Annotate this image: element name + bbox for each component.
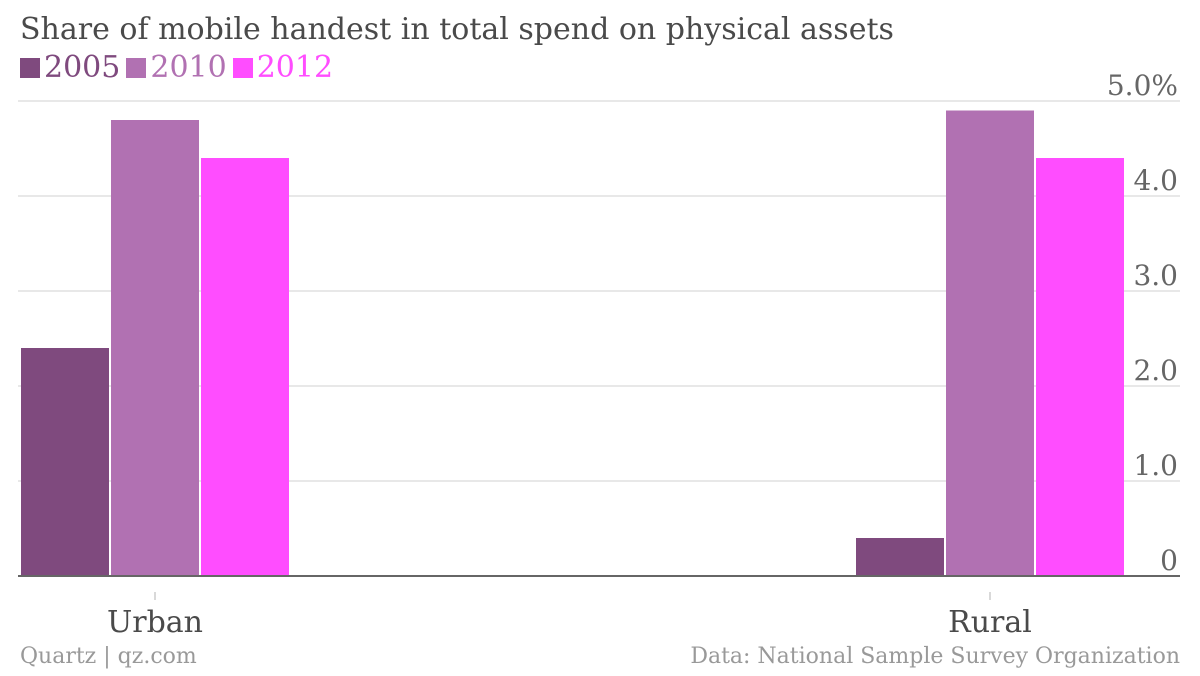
footer-source: Data: National Sample Survey Organizatio…	[690, 644, 1180, 669]
bar-rural-2012	[1036, 158, 1124, 576]
legend-label-2005: 2005	[44, 50, 121, 85]
legend-label-2010: 2010	[150, 50, 227, 85]
legend-swatch-2012	[232, 57, 253, 78]
y-tick-label: 3.0	[1133, 259, 1178, 292]
x-category-label: Rural	[948, 605, 1032, 640]
bar-rural-2010	[946, 110, 1034, 576]
bar-rural-2005	[856, 538, 944, 576]
y-tick-label: 4.0	[1133, 164, 1178, 197]
legend-swatch-2005	[20, 57, 40, 78]
x-category-label: Urban	[107, 605, 203, 640]
legend-item-2005: 2005	[20, 50, 120, 85]
bar-urban-2010	[111, 120, 199, 576]
legend-swatch-2010	[126, 57, 147, 78]
legend-item-2010: 2010	[126, 50, 227, 85]
legend-item-2012: 2012	[232, 50, 334, 85]
y-tick-label: 0	[1160, 544, 1178, 577]
chart-legend: 2005 2010 2012	[20, 50, 339, 85]
y-tick-label: 1.0	[1133, 449, 1178, 482]
legend-label-2012: 2012	[256, 50, 334, 85]
bar-urban-2012	[201, 158, 289, 576]
bar-urban-2005	[21, 348, 109, 576]
chart-title: Share of mobile handest in total spend o…	[20, 12, 894, 47]
y-tick-label: 2.0	[1133, 354, 1178, 387]
footer-credit: Quartz | qz.com	[20, 644, 197, 669]
y-tick-label: 5.0%	[1107, 69, 1178, 102]
